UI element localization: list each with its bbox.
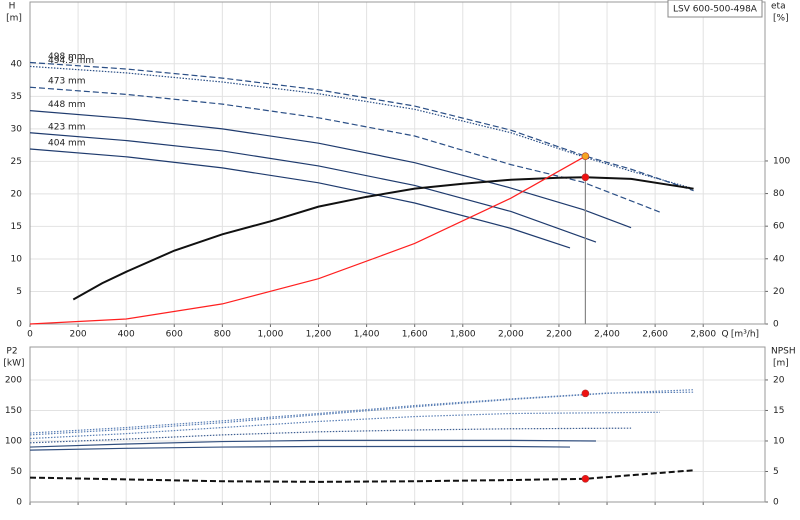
curve-label: 494.9 mm	[48, 56, 94, 66]
curve	[29, 155, 586, 325]
curve	[29, 427, 632, 444]
plot-frame	[29, 346, 766, 503]
y-axis-label: H	[9, 2, 16, 12]
y-tick-label: 0	[16, 498, 22, 508]
curve	[29, 61, 694, 192]
x-tick-label: 200	[69, 330, 86, 340]
x-tick-label: 1,000	[258, 330, 284, 340]
x-tick-label: 2,200	[546, 330, 572, 340]
chart-title: LSV 600-500-498A	[673, 5, 758, 15]
y-axis-unit: [kW]	[3, 359, 24, 369]
y-tick-label: 200	[5, 375, 22, 385]
duty-point	[581, 475, 590, 483]
y-tick-label: 10	[11, 254, 23, 264]
y2-axis-label: eta	[771, 2, 786, 12]
x-axis-unit: [m³/h]	[731, 330, 759, 340]
y2-tick-label: 100	[773, 156, 790, 166]
curve	[29, 389, 694, 436]
y-tick-label: 100	[5, 436, 22, 446]
y2-tick-label: 20	[773, 375, 785, 385]
duty-point	[581, 152, 590, 160]
curve-label: 473 mm	[48, 77, 86, 87]
curve	[29, 132, 597, 243]
y2-tick-label: 15	[773, 406, 784, 416]
x-tick-label: 1,800	[450, 330, 476, 340]
y2-tick-label: 80	[773, 189, 785, 199]
x-tick-label: 1,400	[354, 330, 380, 340]
plot-frame	[29, 1, 766, 325]
y2-tick-label: 0	[773, 320, 779, 330]
x-tick-label: 400	[118, 330, 135, 340]
x-tick-label: 1,200	[306, 330, 332, 340]
duty-point	[581, 173, 590, 182]
curve	[29, 86, 661, 213]
y-tick-label: 15	[11, 222, 22, 232]
curve	[72, 176, 694, 301]
curve-label: 404 mm	[48, 139, 86, 149]
y-tick-label: 30	[11, 124, 23, 134]
x-axis-label: Q	[721, 330, 728, 340]
y2-axis-unit: [m]	[773, 359, 789, 369]
x-tick-label: 2,600	[642, 330, 668, 340]
curve	[29, 65, 694, 190]
curve	[29, 391, 694, 434]
y2-axis-label: NPSH	[771, 347, 796, 357]
y-axis-unit: [m]	[6, 14, 22, 24]
x-tick-label: 2,800	[690, 330, 716, 340]
x-tick-label: 800	[214, 330, 231, 340]
duty-point	[581, 389, 590, 398]
curve	[29, 445, 571, 451]
y-tick-label: 40	[11, 59, 23, 69]
curve	[29, 469, 694, 483]
curve-label: 448 mm	[48, 100, 86, 110]
curve	[29, 411, 660, 440]
x-tick-label: 1,600	[402, 330, 428, 340]
curve	[29, 439, 596, 448]
y2-tick-label: 60	[773, 222, 785, 232]
curve-label: 423 mm	[48, 122, 86, 132]
y2-tick-label: 5	[773, 467, 779, 477]
y-tick-label: 20	[11, 189, 23, 199]
y-tick-label: 25	[11, 157, 22, 167]
y2-axis-unit: [%]	[773, 14, 789, 24]
y-tick-label: 150	[5, 406, 22, 416]
y2-tick-label: 40	[773, 254, 785, 264]
y-tick-label: 0	[16, 320, 22, 330]
curve-label: 498 mm	[48, 52, 86, 62]
y-tick-label: 50	[11, 467, 23, 477]
x-tick-label: 600	[166, 330, 183, 340]
curve	[29, 148, 571, 249]
y-tick-label: 35	[11, 92, 22, 102]
y-axis-label: P2	[6, 347, 17, 357]
x-tick-label: 2,000	[498, 330, 524, 340]
y-tick-label: 5	[16, 287, 22, 297]
y2-tick-label: 20	[773, 287, 785, 297]
x-tick-label: 0	[27, 330, 33, 340]
curve	[29, 110, 632, 229]
x-tick-label: 2,400	[594, 330, 620, 340]
y2-tick-label: 0	[773, 498, 779, 508]
y2-tick-label: 10	[773, 436, 785, 446]
title-box	[667, 0, 763, 18]
